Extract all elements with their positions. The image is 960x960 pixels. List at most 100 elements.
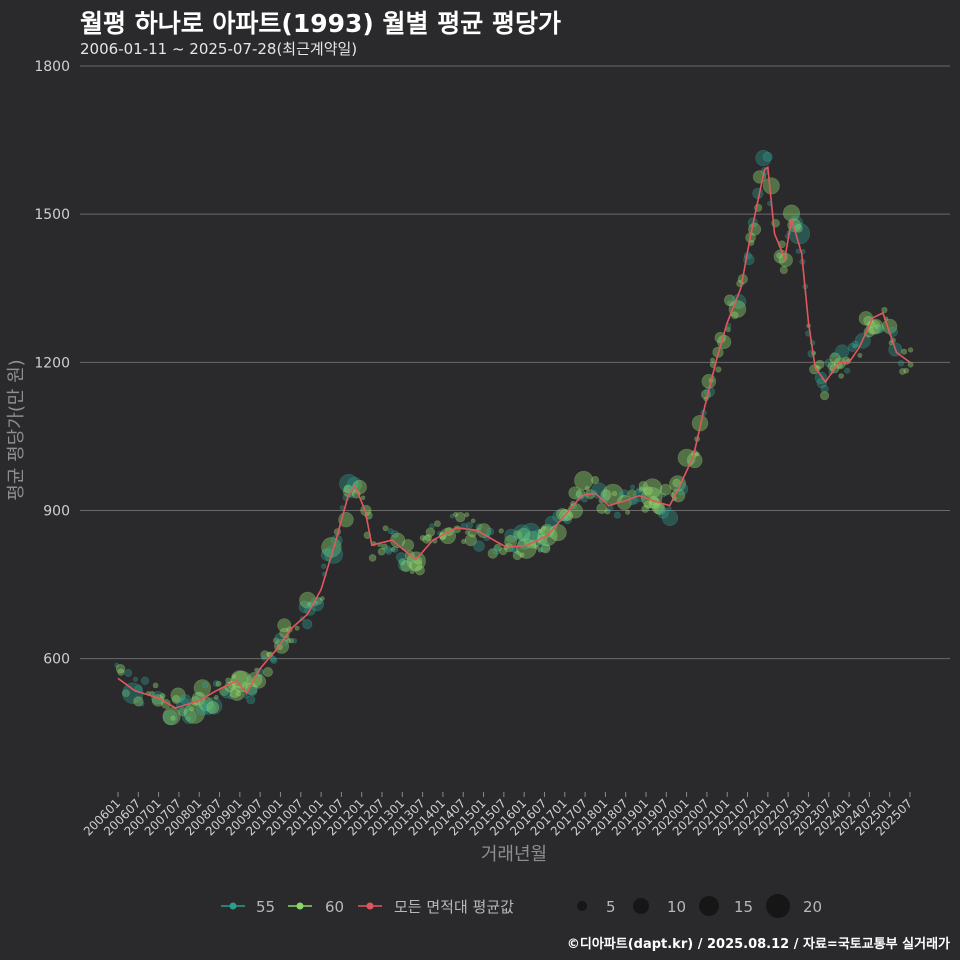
point-60 xyxy=(815,359,825,369)
point-60 xyxy=(368,554,377,562)
point-55 xyxy=(205,697,223,715)
point-55 xyxy=(835,344,850,359)
point-60 xyxy=(272,637,280,645)
point-60 xyxy=(409,569,415,575)
legend-size-circle-15 xyxy=(699,896,719,916)
legend-size-5: 5 xyxy=(577,898,616,916)
point-55 xyxy=(270,657,278,664)
point-60 xyxy=(638,486,645,492)
point-55 xyxy=(562,515,569,522)
point-55 xyxy=(387,528,394,535)
point-55 xyxy=(820,384,829,394)
point-60 xyxy=(241,682,249,689)
point-55 xyxy=(346,477,362,493)
legend-label-average: 모든 면적대 평균값 xyxy=(394,898,514,916)
point-55 xyxy=(599,494,609,504)
point-60 xyxy=(178,707,188,717)
point-60 xyxy=(567,503,583,519)
point-60 xyxy=(122,689,130,698)
point-55 xyxy=(847,342,857,352)
point-60 xyxy=(400,560,413,572)
point-55 xyxy=(246,695,256,705)
y-tick-label: 1200 xyxy=(34,355,70,371)
point-60 xyxy=(537,528,543,534)
point-55 xyxy=(384,545,392,553)
point-60 xyxy=(133,696,144,707)
point-60 xyxy=(641,505,650,513)
point-55 xyxy=(449,513,455,519)
point-60 xyxy=(638,480,648,491)
point-60 xyxy=(549,524,567,542)
point-60 xyxy=(537,547,543,553)
point-60 xyxy=(728,300,747,318)
point-60 xyxy=(499,547,508,556)
point-60 xyxy=(903,367,910,374)
point-55 xyxy=(843,367,851,374)
point-60 xyxy=(643,500,653,509)
point-60 xyxy=(654,503,666,515)
point-55 xyxy=(397,557,412,572)
point-55 xyxy=(618,492,624,498)
point-60 xyxy=(691,415,709,432)
point-55 xyxy=(831,352,837,358)
point-60 xyxy=(493,543,502,552)
legend-marker-55 xyxy=(229,902,237,910)
point-60 xyxy=(659,483,672,496)
point-55 xyxy=(666,506,672,512)
point-60 xyxy=(206,701,220,714)
point-60 xyxy=(251,674,267,689)
legend-size-15: 15 xyxy=(699,896,753,916)
points-layer xyxy=(114,150,914,726)
point-60 xyxy=(422,534,432,544)
point-60 xyxy=(900,348,908,355)
legend-label-60: 60 xyxy=(325,898,344,916)
point-60 xyxy=(294,625,300,631)
point-60 xyxy=(519,552,525,558)
point-60 xyxy=(377,547,386,556)
point-55 xyxy=(475,523,483,531)
point-55 xyxy=(228,694,233,700)
point-60 xyxy=(464,530,470,535)
y-tick-label: 900 xyxy=(43,503,70,519)
point-60 xyxy=(819,391,830,401)
point-60 xyxy=(382,525,389,532)
point-60 xyxy=(320,596,325,601)
point-60 xyxy=(213,694,219,700)
point-60 xyxy=(152,682,159,689)
y-tick-label: 600 xyxy=(43,652,70,668)
point-55 xyxy=(391,546,399,553)
point-55 xyxy=(550,534,555,539)
point-60 xyxy=(193,679,212,697)
legend-item-55: 55 xyxy=(221,898,275,916)
point-60 xyxy=(590,476,600,485)
point-55 xyxy=(727,300,732,306)
point-55 xyxy=(755,150,772,167)
point-55 xyxy=(636,487,643,494)
y-tick-label: 1800 xyxy=(34,59,70,75)
point-55 xyxy=(620,489,629,498)
point-60 xyxy=(286,638,291,644)
y-axis-title: 평균 평당가(만 원) xyxy=(6,359,27,500)
point-60 xyxy=(643,486,653,496)
point-60 xyxy=(360,495,366,501)
point-60 xyxy=(899,368,906,375)
point-60 xyxy=(215,680,222,687)
source-caption: ©디아파트(dapt.kr) / 2025.08.12 / 자료=국토교통부 실… xyxy=(566,937,950,952)
point-55 xyxy=(513,524,531,542)
point-60 xyxy=(159,693,166,699)
point-60 xyxy=(715,366,722,373)
point-60 xyxy=(231,674,237,679)
point-55 xyxy=(897,360,905,367)
point-55 xyxy=(661,509,679,527)
point-55 xyxy=(661,492,666,498)
legend-item-average: 모든 면적대 평균값 xyxy=(358,898,514,916)
point-55 xyxy=(613,511,621,519)
point-60 xyxy=(710,357,716,363)
point-60 xyxy=(874,324,880,330)
point-60 xyxy=(556,508,569,521)
point-60 xyxy=(907,347,914,353)
point-55 xyxy=(486,527,495,536)
point-60 xyxy=(600,489,612,501)
point-55 xyxy=(581,496,588,503)
